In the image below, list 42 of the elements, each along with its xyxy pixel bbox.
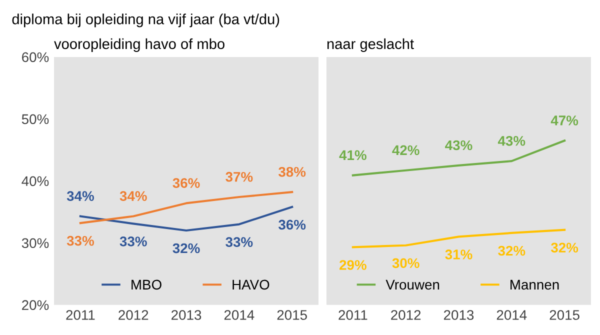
x-tick-label: 2012: [391, 310, 421, 320]
legend-label: Vrouwen: [386, 280, 440, 290]
data-label: 47%: [550, 116, 578, 126]
x-tick-label: 2015: [550, 310, 580, 320]
data-label: 31%: [445, 250, 472, 260]
y-tick-label: 30%: [22, 238, 49, 248]
x-tick-label: 2014: [224, 310, 254, 320]
x-tick-label: 2012: [118, 310, 148, 320]
y-tick-label: 20%: [22, 300, 49, 310]
x-tick-label: 2011: [66, 310, 95, 320]
x-tick-label: 2015: [277, 310, 307, 320]
data-label: 32%: [498, 246, 526, 256]
data-label: 36%: [278, 220, 306, 230]
data-label: 36%: [172, 178, 200, 188]
data-label: 34%: [66, 191, 94, 201]
x-tick-label: 2014: [496, 310, 527, 320]
chart-subtitle: vooropleiding havo of mbo: [54, 38, 224, 52]
data-label: 43%: [445, 140, 472, 150]
x-tick-label: 2013: [172, 310, 202, 320]
y-tick-label: 40%: [22, 176, 49, 186]
x-tick-label: 2011: [338, 310, 368, 320]
data-label: 34%: [120, 191, 147, 201]
chart-title: naar geslacht: [327, 38, 414, 52]
data-label: 43%: [498, 136, 526, 146]
data-label: 32%: [172, 243, 200, 254]
data-label: 33%: [226, 237, 253, 248]
y-tick-label: 60%: [22, 52, 49, 62]
data-label: 41%: [339, 150, 366, 160]
legend-label: MBO: [132, 280, 162, 290]
data-label: 33%: [66, 236, 94, 246]
legend-label: Mannen: [510, 280, 559, 290]
chart-title: diploma bij opleiding na vijf jaar (ba vt/du): [12, 14, 280, 28]
x-tick-label: 2013: [444, 310, 474, 320]
data-label: 29%: [340, 260, 366, 270]
y-tick-label: 50%: [22, 114, 49, 124]
data-label: 33%: [120, 236, 147, 246]
data-label: 37%: [226, 172, 253, 182]
data-label: 32%: [550, 242, 578, 253]
data-label: 30%: [392, 258, 420, 268]
legend-label: HAVO: [232, 280, 270, 290]
data-label: 42%: [392, 145, 420, 156]
data-label: 38%: [278, 166, 306, 177]
